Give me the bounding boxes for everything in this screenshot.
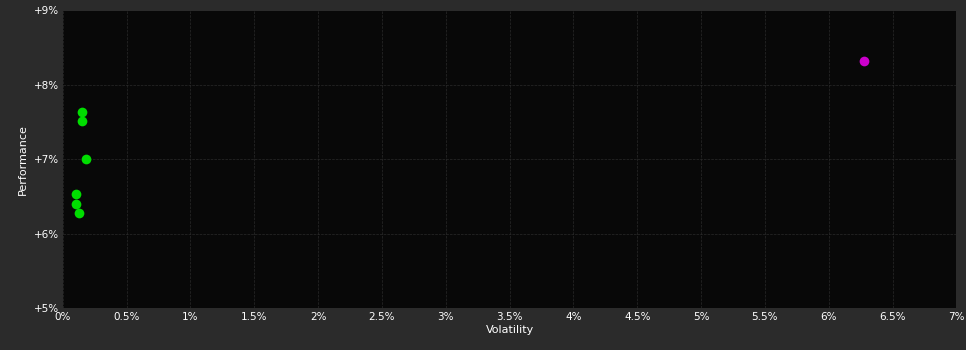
Point bbox=[68, 191, 83, 197]
Y-axis label: Performance: Performance bbox=[18, 124, 28, 195]
Point bbox=[68, 201, 83, 206]
X-axis label: Volatility: Volatility bbox=[486, 325, 533, 335]
Point bbox=[78, 156, 94, 162]
Point bbox=[71, 210, 87, 216]
Point bbox=[857, 58, 872, 64]
Point bbox=[74, 110, 90, 115]
Point bbox=[74, 118, 90, 123]
